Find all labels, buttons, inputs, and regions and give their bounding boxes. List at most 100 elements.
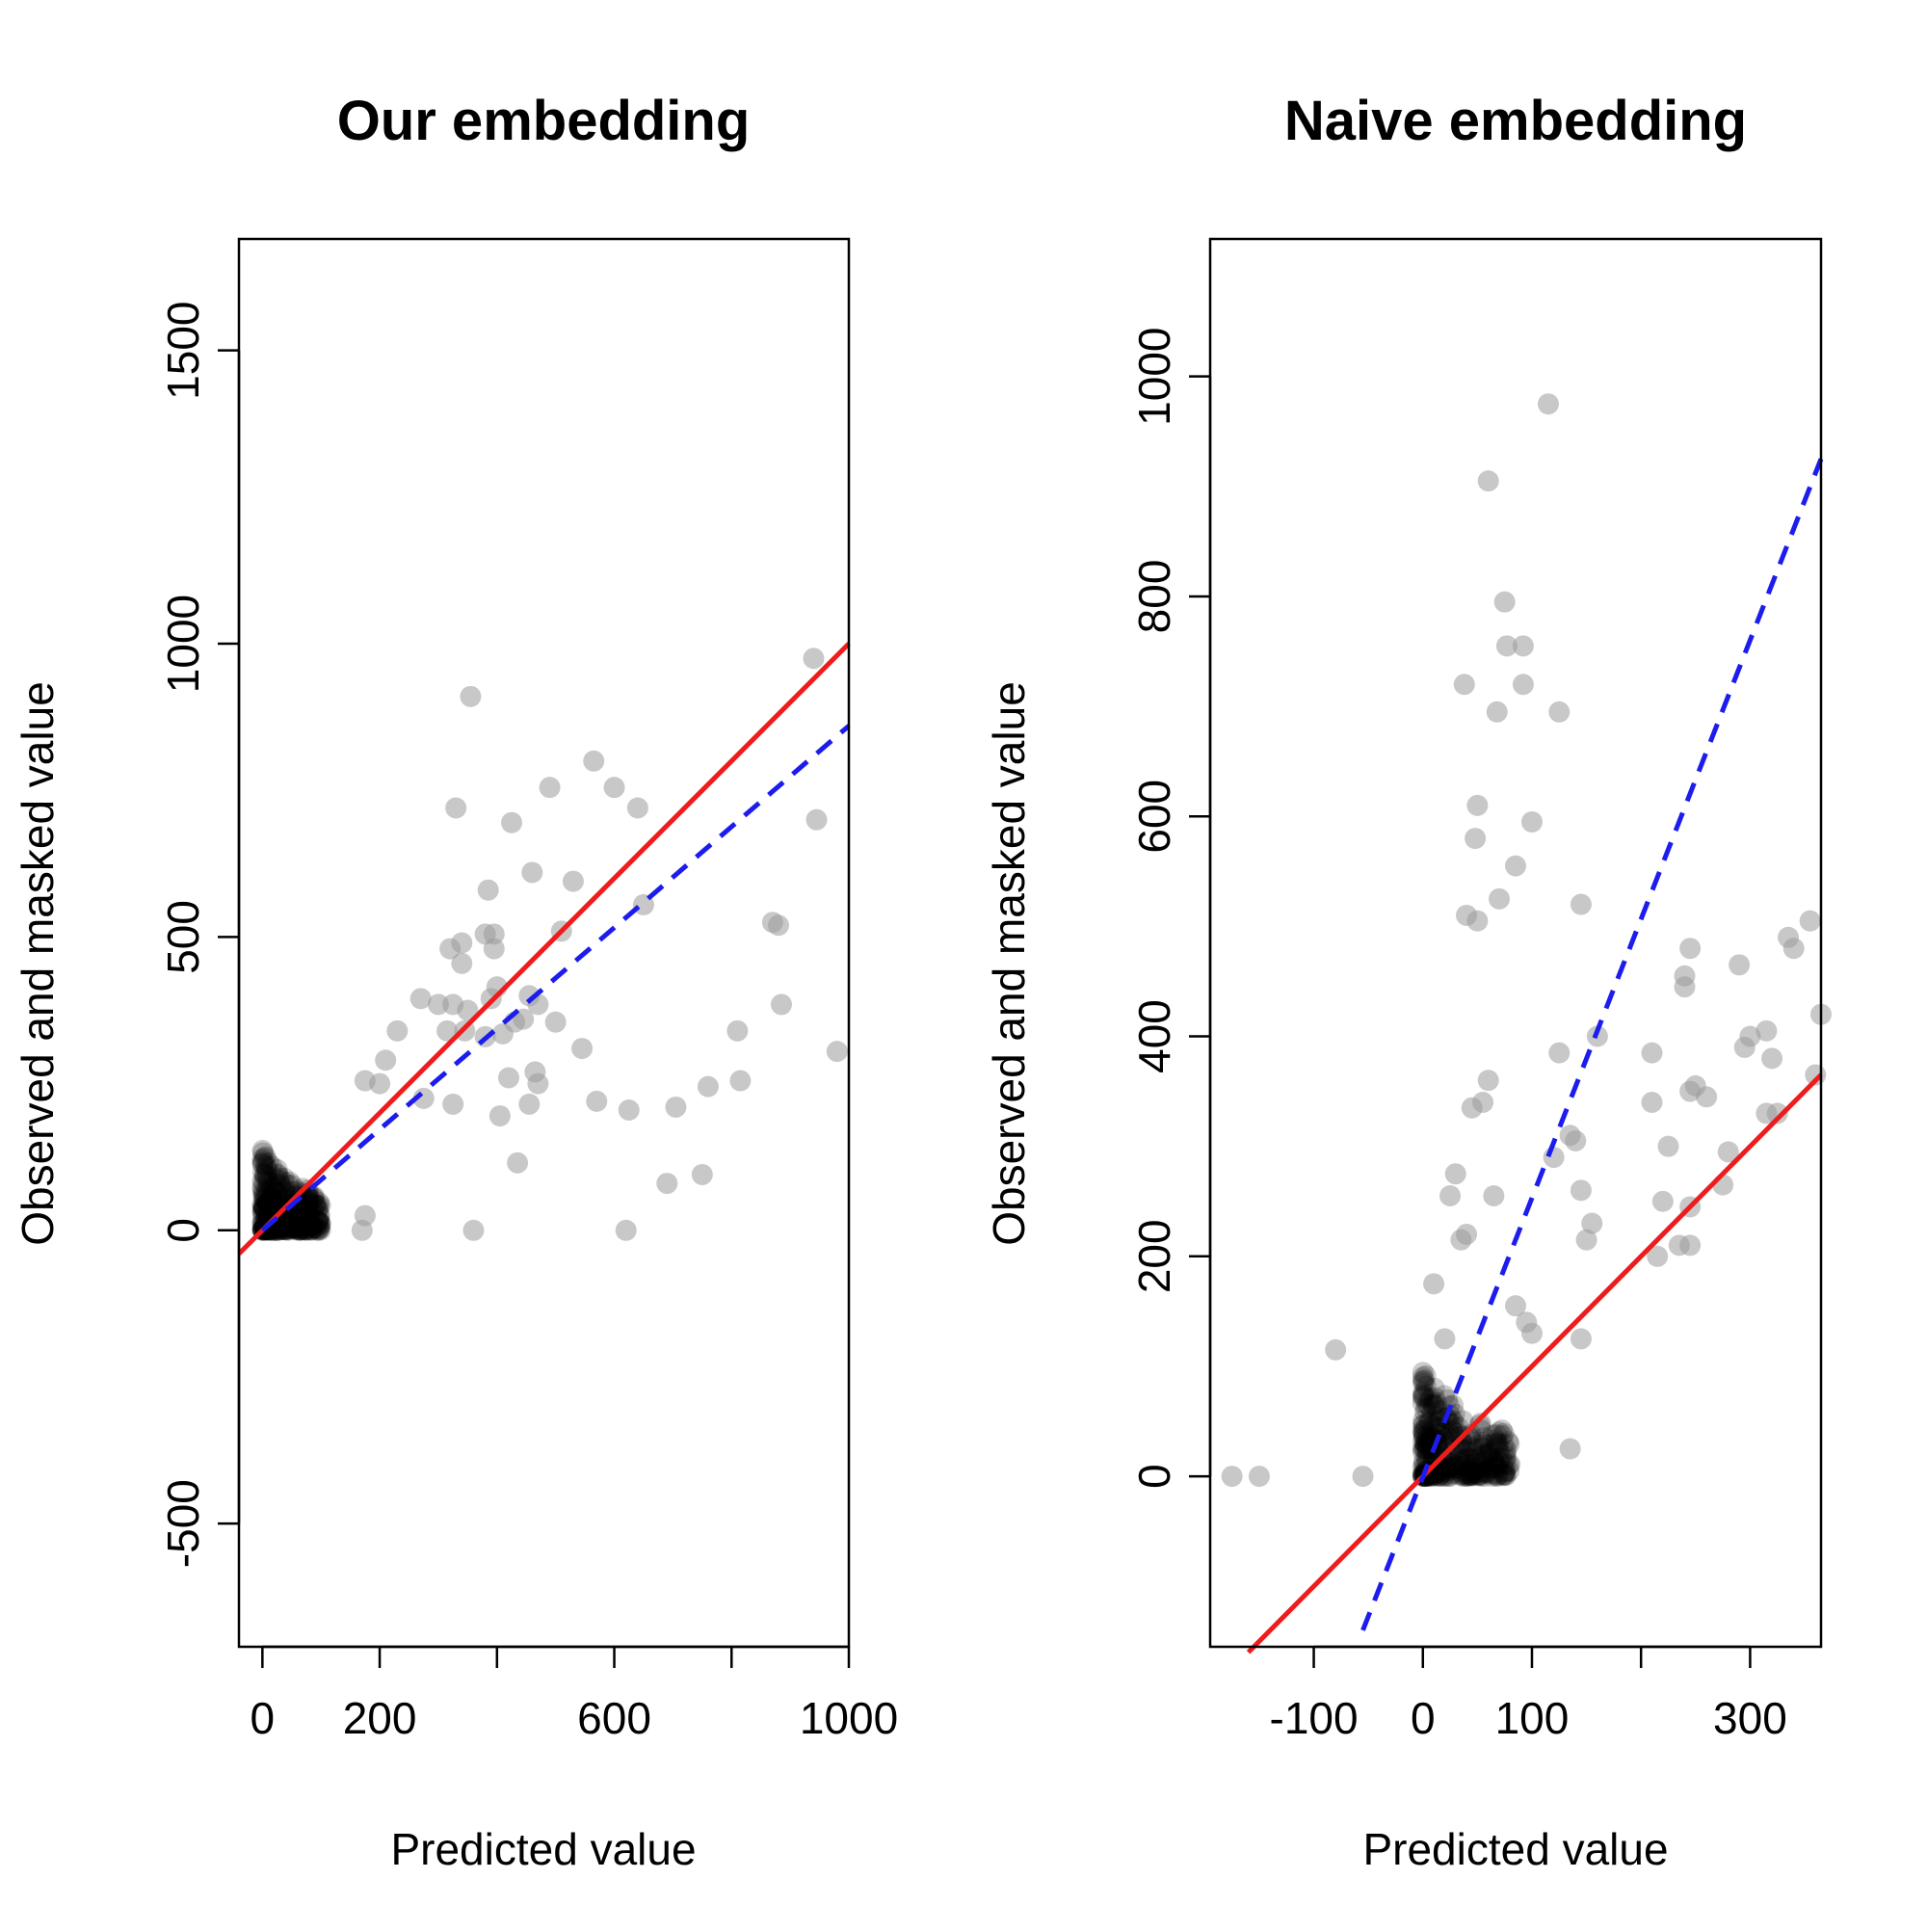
data-point bbox=[1421, 1402, 1443, 1424]
data-point bbox=[1412, 1372, 1435, 1394]
chart-title: Naive embedding bbox=[1284, 90, 1747, 152]
data-point bbox=[293, 1219, 315, 1241]
data-point bbox=[281, 1175, 304, 1197]
data-point bbox=[279, 1216, 302, 1238]
data-point bbox=[1465, 828, 1487, 850]
data-point bbox=[1438, 1410, 1460, 1432]
data-point bbox=[251, 1170, 274, 1192]
data-point bbox=[282, 1217, 304, 1239]
data-point bbox=[265, 1173, 287, 1195]
y-tick-label: -500 bbox=[158, 1479, 208, 1568]
data-point bbox=[254, 1183, 277, 1205]
points-layer bbox=[1221, 393, 1832, 1488]
data-point bbox=[1441, 1420, 1464, 1442]
x-tick-label: 0 bbox=[251, 1693, 276, 1743]
data-point bbox=[302, 1215, 324, 1237]
data-point bbox=[265, 1181, 287, 1204]
data-point bbox=[288, 1203, 310, 1225]
data-point bbox=[251, 1142, 274, 1164]
data-point bbox=[274, 1181, 296, 1204]
data-point bbox=[1415, 1397, 1438, 1419]
data-point bbox=[308, 1204, 330, 1226]
data-point bbox=[283, 1215, 305, 1237]
data-point bbox=[1413, 1438, 1436, 1460]
data-point bbox=[1733, 1036, 1755, 1058]
data-point bbox=[266, 1200, 288, 1222]
data-point bbox=[1480, 1457, 1502, 1479]
data-point bbox=[1415, 1431, 1438, 1453]
data-point bbox=[262, 1203, 284, 1225]
data-point bbox=[1448, 1445, 1470, 1468]
data-point bbox=[1429, 1465, 1451, 1487]
data-point bbox=[1412, 1410, 1435, 1432]
data-point bbox=[302, 1198, 324, 1220]
data-point bbox=[304, 1193, 327, 1215]
data-point bbox=[1412, 1383, 1434, 1405]
data-point bbox=[1486, 1465, 1508, 1487]
data-point bbox=[1439, 1465, 1462, 1487]
data-point bbox=[254, 1188, 277, 1210]
data-point bbox=[375, 1049, 397, 1072]
data-point bbox=[1434, 1385, 1456, 1407]
y-axis-label: Observed and masked value bbox=[984, 681, 1034, 1246]
data-point bbox=[1473, 1427, 1495, 1449]
y-tick-label: 200 bbox=[1129, 1219, 1179, 1293]
data-point bbox=[258, 1196, 280, 1218]
data-point bbox=[296, 1215, 318, 1237]
data-point bbox=[527, 1072, 549, 1095]
data-point bbox=[278, 1207, 301, 1230]
data-point bbox=[1494, 1452, 1517, 1474]
data-point bbox=[1412, 1419, 1434, 1442]
data-point bbox=[1412, 1414, 1435, 1436]
data-point bbox=[1442, 1429, 1465, 1451]
data-point bbox=[1497, 1454, 1519, 1476]
data-point bbox=[299, 1191, 321, 1213]
data-point bbox=[257, 1218, 279, 1240]
data-point bbox=[277, 1214, 299, 1236]
data-point bbox=[1755, 1019, 1778, 1042]
x-tick-label: 1000 bbox=[800, 1693, 898, 1743]
data-point bbox=[256, 1166, 278, 1188]
data-point bbox=[257, 1151, 279, 1174]
data-point bbox=[1485, 1429, 1507, 1451]
data-point bbox=[1416, 1413, 1439, 1435]
data-point bbox=[1428, 1466, 1450, 1488]
data-point bbox=[300, 1214, 322, 1236]
data-point bbox=[1499, 1453, 1521, 1475]
data-point bbox=[1434, 1464, 1456, 1486]
data-point bbox=[263, 1166, 285, 1188]
data-point bbox=[264, 1189, 286, 1211]
data-point bbox=[1482, 1424, 1504, 1446]
data-point bbox=[1438, 1434, 1460, 1456]
data-point bbox=[1438, 1466, 1460, 1488]
data-point bbox=[296, 1219, 318, 1241]
data-point bbox=[298, 1192, 320, 1214]
data-point bbox=[1456, 1223, 1478, 1245]
data-point bbox=[257, 1170, 279, 1192]
data-point bbox=[278, 1171, 301, 1193]
data-point bbox=[501, 811, 523, 834]
data-point bbox=[259, 1218, 281, 1240]
data-point bbox=[296, 1219, 318, 1241]
data-point bbox=[1543, 1147, 1565, 1169]
data-point bbox=[618, 1098, 640, 1121]
data-point bbox=[1479, 1442, 1501, 1465]
data-point bbox=[1492, 1422, 1515, 1444]
data-point bbox=[1419, 1387, 1441, 1409]
data-point bbox=[1512, 635, 1534, 657]
data-point bbox=[1471, 1437, 1493, 1459]
data-point bbox=[1476, 1462, 1498, 1484]
data-point bbox=[297, 1202, 319, 1224]
data-point bbox=[290, 1219, 312, 1241]
data-point bbox=[254, 1167, 277, 1189]
data-point bbox=[1482, 1451, 1504, 1473]
data-point bbox=[1457, 1447, 1479, 1469]
data-point bbox=[286, 1179, 308, 1202]
data-point bbox=[1414, 1437, 1437, 1459]
data-point bbox=[306, 1211, 329, 1233]
data-point bbox=[256, 1157, 278, 1179]
data-point bbox=[295, 1190, 317, 1212]
data-point bbox=[1466, 1464, 1489, 1486]
data-point bbox=[1444, 1163, 1466, 1185]
